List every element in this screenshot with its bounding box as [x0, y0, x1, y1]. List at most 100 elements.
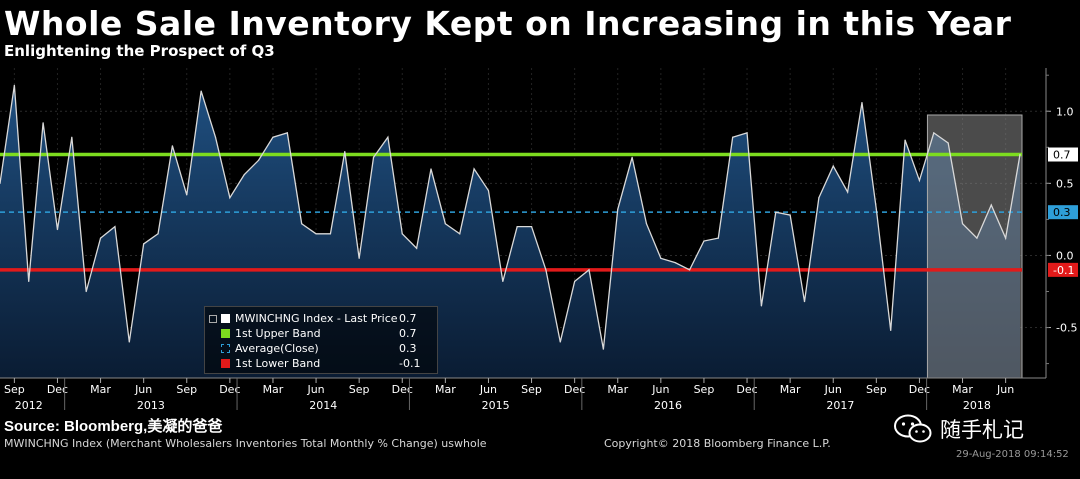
x-tick-label: Mar	[263, 383, 284, 396]
x-year-label: 2016	[654, 399, 682, 412]
data-point	[0, 182, 1, 184]
data-point	[732, 136, 734, 138]
legend-row-average: Average(Close) 0.3	[221, 341, 433, 355]
value-label-box	[1048, 205, 1078, 220]
chart-title: Whole Sale Inventory Kept on Increasing …	[4, 4, 1012, 43]
watermark: 随手札记	[894, 414, 1024, 444]
data-point	[545, 269, 547, 271]
data-point	[789, 214, 791, 216]
y-tick-label: -0.5	[1056, 322, 1077, 335]
x-tick-label: Sep	[866, 383, 887, 396]
x-axis: Sep Dec Mar Jun Sep Dec Mar Jun Sep Dec Mar Jun Sep D…	[0, 377, 1046, 412]
value-label-box	[1048, 262, 1078, 277]
x-tick-label: Jun	[651, 383, 669, 396]
legend-label: 1st Upper Band	[235, 326, 321, 340]
data-point	[85, 290, 87, 293]
y-axis: 1.0 0.5 0.0 -0.5 0.7 0.3 -0.1	[1045, 68, 1078, 378]
data-point	[71, 136, 73, 138]
x-tick-label: Sep	[4, 383, 25, 396]
x-tick-label: Jun	[824, 383, 842, 396]
data-point	[961, 223, 964, 225]
x-tick-label: Dec	[392, 383, 413, 396]
x-tick-label: Sep	[521, 383, 542, 396]
x-tick-label: Jun	[996, 383, 1014, 396]
data-point	[444, 223, 446, 225]
data-point	[918, 179, 921, 182]
series-line	[0, 85, 1021, 350]
legend-label: 1st Lower Band	[235, 356, 321, 370]
x-tick-label: Sep	[176, 383, 197, 396]
data-point	[602, 348, 604, 350]
data-point	[272, 136, 274, 138]
x-year-label: 2012	[15, 399, 43, 412]
data-point	[1019, 153, 1021, 156]
data-point	[688, 269, 691, 271]
data-point	[329, 233, 332, 235]
x-tick-label: Mar	[952, 383, 973, 396]
legend-swatch	[221, 313, 230, 323]
data-point	[401, 233, 403, 235]
data-point	[803, 300, 806, 303]
data-point	[530, 226, 533, 228]
data-point	[775, 211, 777, 213]
data-point	[473, 168, 475, 170]
data-point	[875, 208, 877, 210]
data-point	[200, 90, 202, 92]
data-point	[171, 145, 173, 147]
data-point	[588, 269, 590, 271]
legend-value: 0.7	[399, 311, 417, 325]
data-point	[186, 194, 188, 196]
data-point	[933, 132, 935, 134]
x-tick-label: Dec	[219, 383, 240, 396]
data-point	[617, 208, 619, 210]
data-point	[28, 280, 30, 282]
data-point	[717, 237, 719, 239]
data-point	[430, 168, 432, 170]
copyright: Copyright© 2018 Bloomberg Finance L.P.	[604, 437, 831, 450]
legend-row-upper-band: 1st Upper Band 0.7	[221, 326, 433, 340]
data-point	[1005, 237, 1007, 239]
legend: MWINCHNG Index - Last Price 0.7 1st Uppe…	[204, 306, 438, 374]
data-point	[559, 341, 561, 343]
data-point	[703, 240, 705, 242]
data-point	[114, 226, 116, 228]
data-point	[13, 84, 15, 86]
x-tick-label: Dec	[736, 383, 757, 396]
data-point	[344, 151, 346, 153]
x-tick-label: Jun	[479, 383, 497, 396]
x-year-label: 2013	[137, 399, 165, 412]
data-point	[760, 305, 763, 307]
legend-label: Average(Close)	[235, 341, 319, 355]
timestamp: 29-Aug-2018 09:14:52	[956, 449, 1069, 460]
chart-subtitle: Enlightening the Prospect of Q3	[4, 42, 275, 60]
data-point	[516, 226, 518, 228]
data-point	[890, 329, 892, 332]
x-tick-label: Dec	[47, 383, 68, 396]
x-tick-label: Mar	[780, 383, 801, 396]
series-line-group	[0, 84, 1021, 350]
legend-value: 0.7	[399, 326, 417, 340]
data-point	[947, 142, 949, 144]
data-point	[674, 262, 676, 264]
series-area	[0, 85, 1020, 379]
data-point	[214, 136, 217, 138]
legend-swatch	[221, 328, 230, 338]
x-tick-label: Dec	[909, 383, 930, 396]
data-point	[229, 197, 231, 199]
data-point	[631, 156, 633, 158]
data-point	[301, 223, 303, 225]
legend-label: MWINCHNG Index - Last Price	[235, 311, 398, 325]
data-point	[904, 139, 906, 141]
legend-swatch	[221, 343, 230, 353]
legend-swatch	[221, 358, 230, 368]
data-point	[416, 247, 418, 249]
data-point	[387, 136, 389, 138]
data-point	[847, 191, 849, 193]
x-tick-label: Mar	[90, 383, 111, 396]
x-tick-label: Mar	[435, 383, 456, 396]
y-tick-label: 1.0	[1056, 105, 1074, 118]
data-point	[832, 165, 834, 167]
data-point	[861, 102, 863, 104]
x-year-label: 2015	[482, 399, 510, 412]
